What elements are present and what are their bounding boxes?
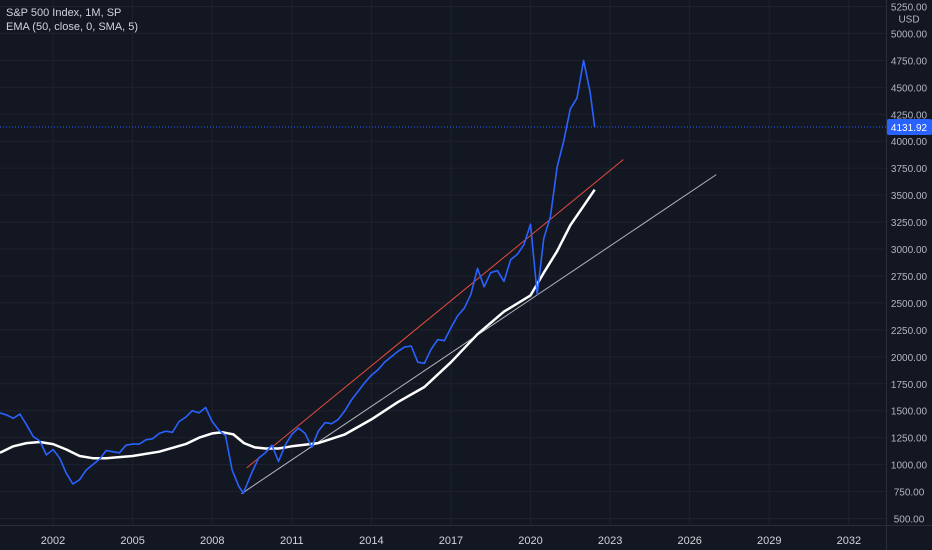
y-tick-label: 2750.00 [891, 272, 928, 283]
y-tick-label: 5250.00 [891, 2, 928, 13]
x-tick-label: 2011 [280, 535, 304, 547]
y-tick-label: 2500.00 [891, 299, 928, 310]
ema-line [0, 188, 596, 460]
y-axis[interactable]: 5250.00 5000.00 4750.00 4500.00 4250.00 4000.… [886, 0, 928, 550]
grid [0, 0, 886, 525]
y-tick-label: 2000.00 [891, 353, 928, 364]
x-axis[interactable]: 2002 2005 2008 2011 2014 2017 2020 2023 2026 2029… [0, 525, 932, 548]
y-tick-label: 1500.00 [891, 407, 928, 418]
y-tick-label: 4750.00 [891, 56, 928, 67]
y-tick-label: 2250.00 [891, 326, 928, 337]
last-price-badge [887, 119, 932, 136]
x-tick-label: 2002 [41, 535, 65, 547]
y-tick-label: 3000.00 [891, 245, 928, 256]
y-tick-label: 5000.00 [891, 29, 928, 40]
trendline-upper[interactable] [246, 159, 624, 469]
y-tick-label: 3500.00 [891, 191, 928, 202]
y-tick-label: 1250.00 [891, 434, 928, 445]
y-tick-label: 3750.00 [891, 164, 928, 175]
y-tick-label: 750.00 [894, 488, 925, 499]
price-line [0, 59, 596, 494]
y-tick-label: 3250.00 [891, 218, 928, 229]
y-tick-label: 4250.00 [891, 110, 928, 121]
x-tick-label: 2017 [439, 535, 463, 547]
chart-title[interactable]: S&P 500 Index, 1M, SP [6, 7, 122, 19]
y-tick-label: 1000.00 [891, 461, 928, 472]
x-tick-label: 2008 [200, 535, 224, 547]
last-price-label: 4131.92 [891, 123, 928, 134]
last-price-marker: 4131.92 [0, 119, 932, 136]
y-tick-label: 500.00 [894, 515, 925, 526]
y-tick-label: 4500.00 [891, 83, 928, 94]
x-tick-label: 2032 [837, 535, 861, 547]
y-tick-label: 4000.00 [891, 137, 928, 148]
x-tick-label: 2005 [120, 535, 144, 547]
series [0, 59, 596, 494]
x-tick-label: 2023 [598, 535, 622, 547]
x-tick-label: 2020 [518, 535, 542, 547]
indicator-label[interactable]: EMA (50, close, 0, SMA, 5) [6, 21, 139, 33]
x-tick-label: 2014 [359, 535, 383, 547]
legend: S&P 500 Index, 1M, SP EMA (50, close, 0,… [6, 6, 138, 34]
x-tick-label: 2029 [757, 535, 781, 547]
currency-label: USD [898, 14, 919, 25]
y-tick-label: 1750.00 [891, 380, 928, 391]
x-tick-label: 2026 [677, 535, 701, 547]
